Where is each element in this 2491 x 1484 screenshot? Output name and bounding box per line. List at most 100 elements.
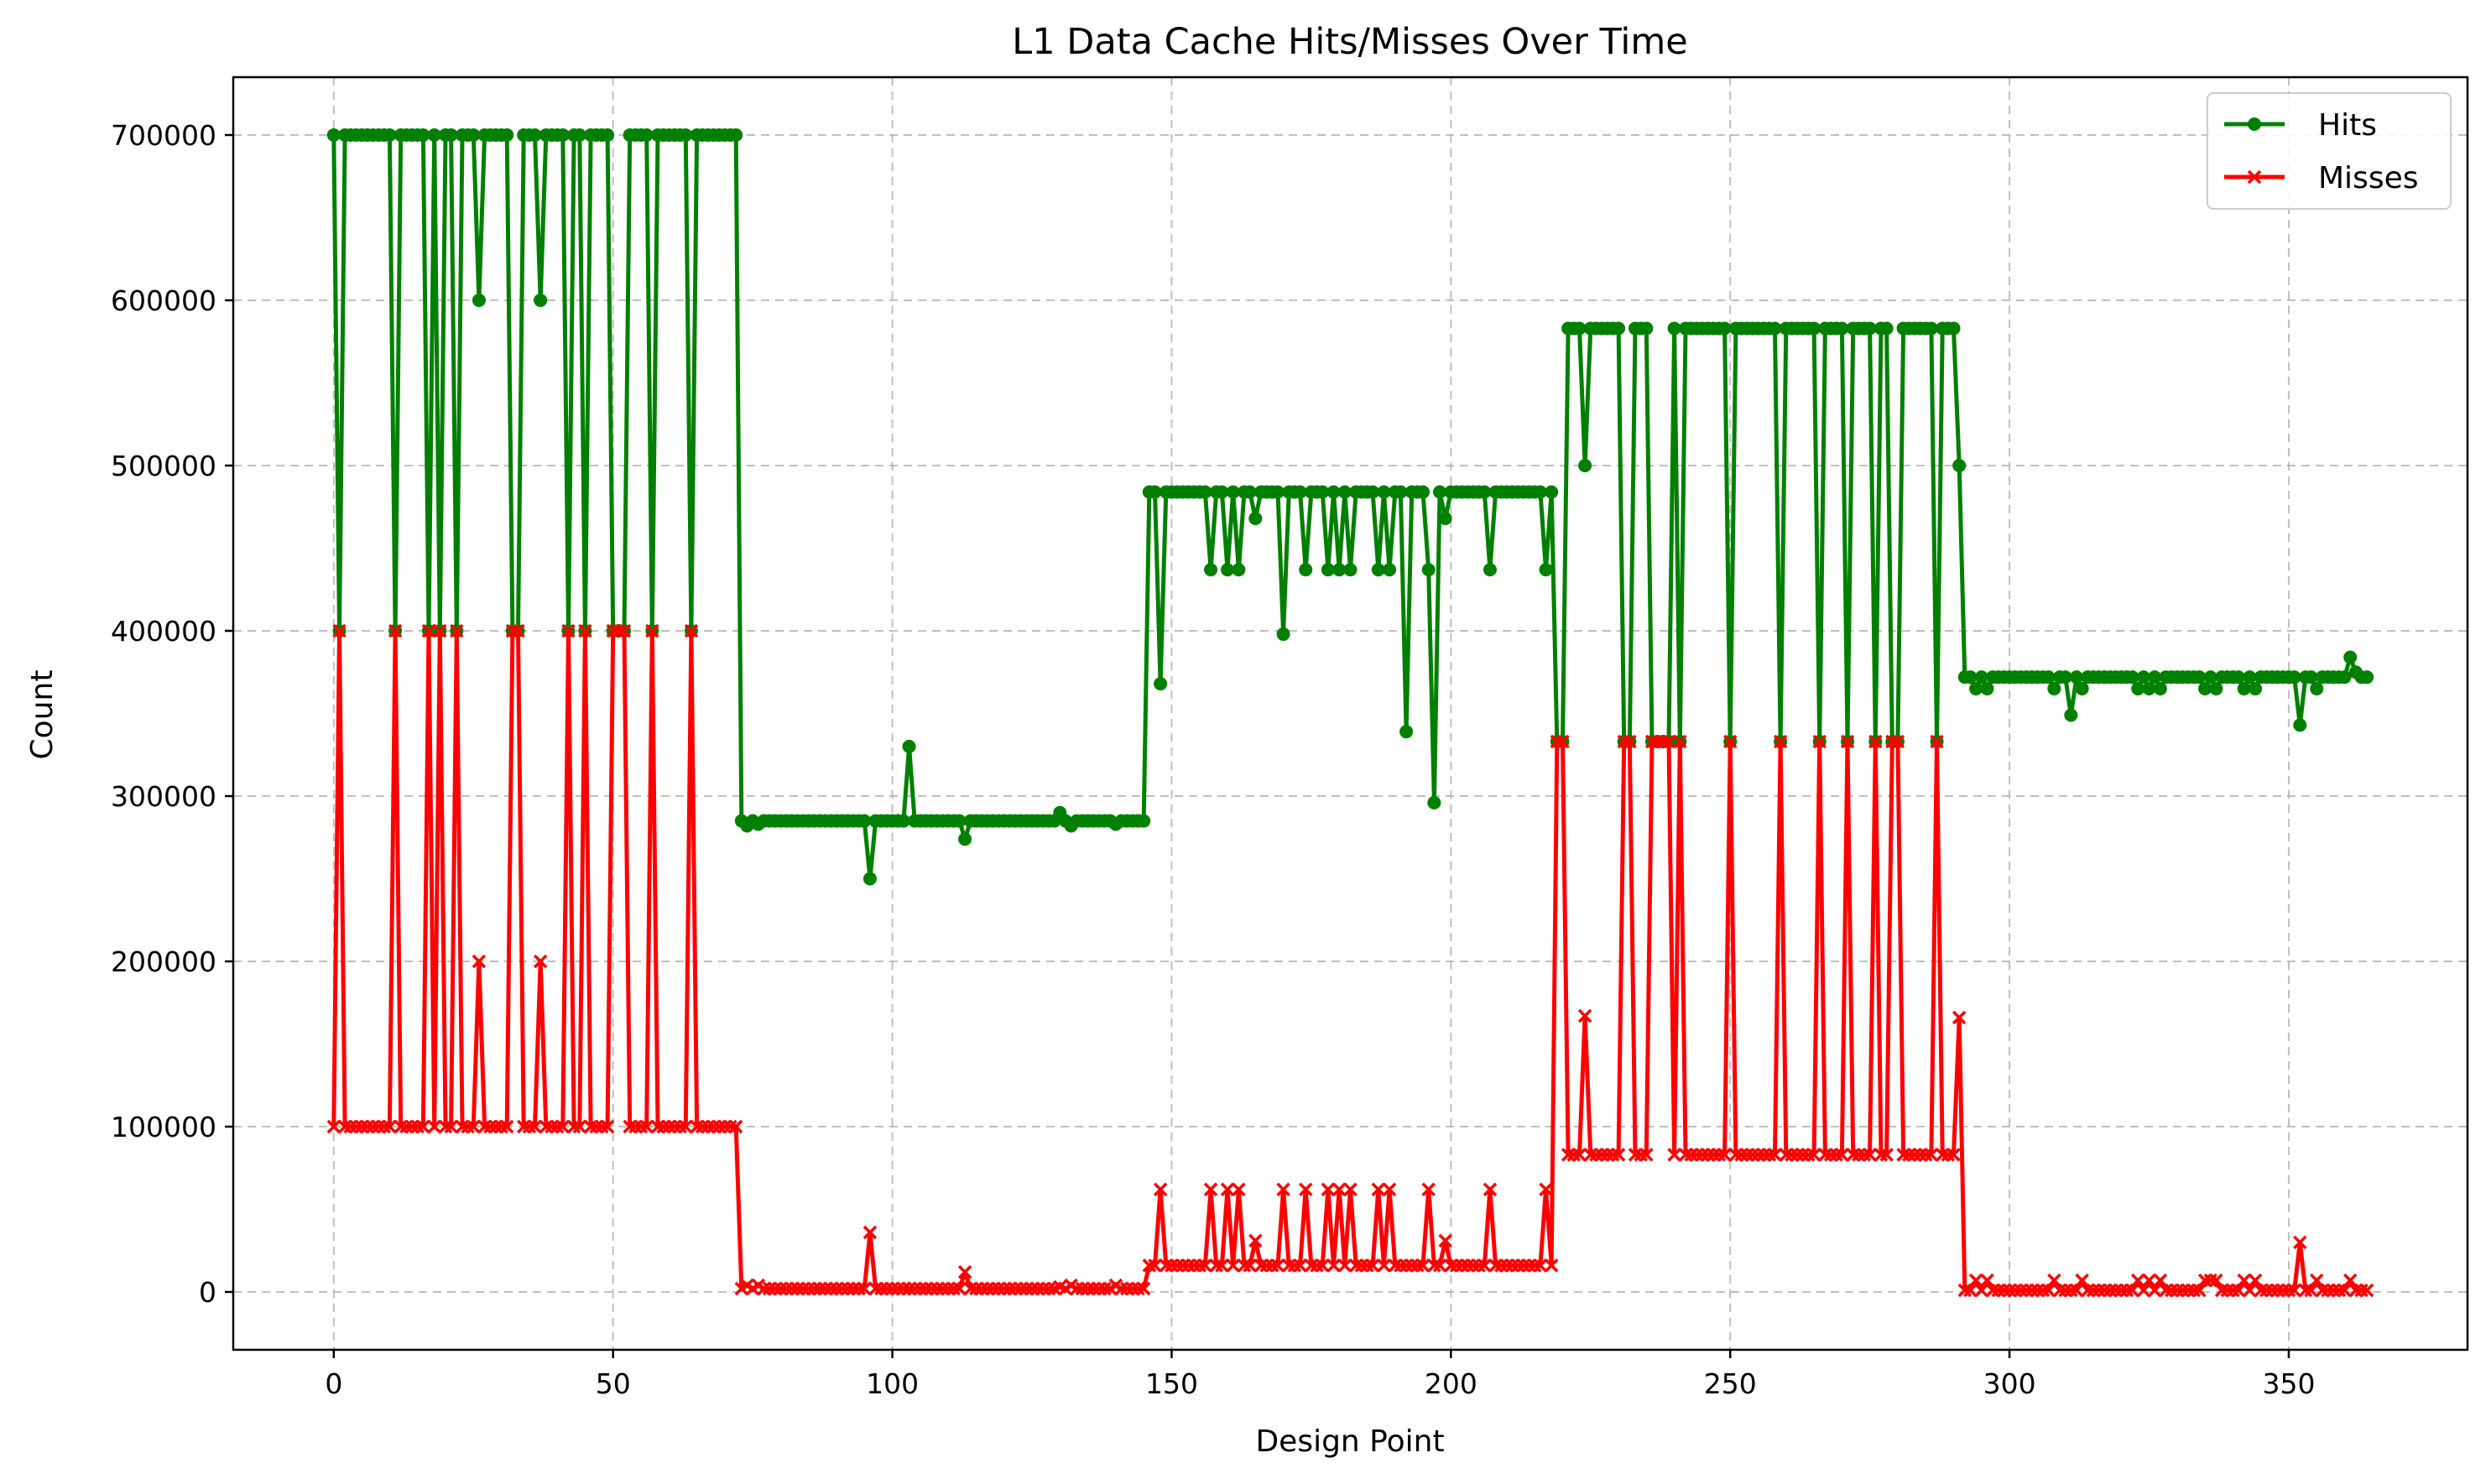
data-point-hits: [2058, 670, 2072, 685]
data-point-misses: [2220, 1283, 2234, 1298]
data-point-misses: [1209, 1258, 1223, 1273]
data-point-hits: [958, 832, 972, 846]
data-point-misses: [1438, 1233, 1452, 1248]
data-point-misses: [812, 1281, 827, 1296]
x-tick-label: 250: [1704, 1367, 1757, 1400]
data-point-misses: [2192, 1283, 2207, 1298]
data-point-hits: [1343, 563, 1358, 577]
data-point-hits: [1321, 563, 1335, 577]
data-point-hits: [326, 128, 341, 142]
data-point-misses: [2047, 1273, 2061, 1288]
data-point-misses: [1081, 1281, 1095, 1296]
data-point-misses: [930, 1281, 945, 1296]
data-point-misses: [846, 1281, 861, 1296]
data-point-misses: [1572, 1148, 1587, 1162]
data-point-misses: [555, 1119, 571, 1134]
data-point-hits: [1807, 321, 1821, 336]
data-point-hits: [1337, 485, 1352, 499]
data-point-misses: [907, 1281, 922, 1296]
data-point-misses: [913, 1281, 928, 1296]
data-point-misses: [1024, 1281, 1040, 1296]
data-point-misses: [545, 1119, 559, 1134]
data-point-hits: [1421, 563, 1436, 577]
data-point-misses: [1421, 1182, 1436, 1197]
data-point-misses: [366, 1119, 380, 1134]
data-point-misses: [1282, 1258, 1296, 1273]
y-axis-label: Count: [25, 670, 60, 760]
legend: Hits Misses: [2207, 92, 2452, 210]
data-point-misses: [2298, 1283, 2313, 1298]
data-point-misses: [1170, 1258, 1185, 1273]
data-point-misses: [2310, 1273, 2324, 1288]
data-point-misses: [2014, 1283, 2028, 1298]
data-point-misses: [1331, 1182, 1347, 1197]
data-point-misses: [1377, 1258, 1391, 1273]
data-point-misses: [2304, 1283, 2318, 1298]
x-axis-ticks: 0 50 100 150 200 250 300 350: [325, 1350, 2315, 1400]
data-point-misses: [1935, 1148, 1950, 1162]
data-point-misses: [1165, 1258, 1179, 1273]
data-point-misses: [779, 1281, 794, 1296]
data-point-misses: [433, 623, 447, 638]
data-point-hits: [1326, 485, 1341, 499]
series-layer: [326, 128, 2374, 1298]
data-point-misses: [1237, 1258, 1252, 1273]
data-point-misses: [885, 1281, 899, 1296]
data-point-misses: [2098, 1283, 2112, 1298]
data-point-misses: [2254, 1283, 2268, 1298]
data-point-misses: [583, 1119, 598, 1134]
data-point-hits: [1299, 563, 1313, 577]
data-point-hits: [1438, 512, 1452, 526]
data-point-misses: [1321, 1182, 1336, 1197]
data-point-hits: [1969, 681, 1983, 695]
data-point-misses: [623, 1119, 637, 1134]
data-point-misses: [383, 1119, 397, 1134]
data-point-misses: [332, 623, 347, 638]
data-point-misses: [1014, 1281, 1028, 1296]
data-point-misses: [1432, 1258, 1447, 1273]
data-point-misses: [533, 954, 548, 969]
data-point-misses: [2326, 1283, 2341, 1298]
data-point-misses: [1913, 1148, 1927, 1162]
series-misses: [326, 623, 2374, 1298]
data-point-misses: [1070, 1281, 1084, 1296]
data-point-misses: [550, 1119, 565, 1134]
data-point-hits: [2249, 681, 2263, 695]
data-point-hits: [1533, 485, 1547, 499]
data-point-misses: [1030, 1281, 1045, 1296]
data-point-misses: [2214, 1283, 2229, 1298]
data-point-misses: [617, 623, 632, 638]
data-point-misses: [1455, 1258, 1469, 1273]
data-point-misses: [1728, 1148, 1743, 1162]
data-point-hits: [2142, 681, 2156, 695]
data-point-misses: [969, 1281, 983, 1296]
data-point-hits: [1639, 321, 1654, 336]
data-point-hits: [1863, 321, 1877, 336]
data-point-misses: [1153, 1182, 1168, 1197]
data-point-hits: [1154, 677, 1168, 691]
data-point-misses: [628, 1119, 643, 1134]
data-point-misses: [1360, 1258, 1374, 1273]
data-point-misses: [1198, 1258, 1212, 1273]
data-point-misses: [1293, 1258, 1307, 1273]
data-point-misses: [1941, 1148, 1956, 1162]
data-point-misses: [2081, 1283, 2095, 1298]
legend-marker-misses: [2247, 169, 2262, 185]
data-point-misses: [1980, 1273, 1994, 1288]
data-point-misses: [1036, 1281, 1050, 1296]
chart-title: L1 Data Cache Hits/Misses Over Time: [1012, 21, 1687, 63]
data-point-misses: [1650, 734, 1665, 749]
data-point-hits: [857, 814, 872, 828]
data-point-misses: [1304, 1258, 1319, 1273]
data-point-misses: [757, 1281, 771, 1296]
data-point-hits: [1215, 485, 1229, 499]
data-point-misses: [1003, 1281, 1017, 1296]
data-point-misses: [935, 1281, 950, 1296]
data-point-misses: [450, 623, 464, 638]
data-point-misses: [566, 1119, 581, 1134]
data-point-misses: [829, 1281, 844, 1296]
data-point-misses: [1589, 1148, 1603, 1162]
data-point-misses: [499, 1119, 514, 1134]
data-point-misses: [1461, 1258, 1475, 1273]
